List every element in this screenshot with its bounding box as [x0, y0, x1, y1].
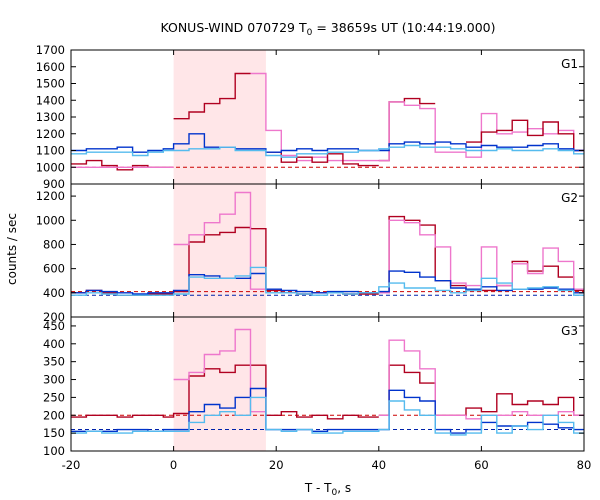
series-line-light-blue [71, 144, 584, 158]
y-tick-label: 1700 [36, 43, 65, 57]
y-tick-label: 400 [43, 286, 65, 300]
y-tick-label: 200 [43, 310, 65, 324]
y-tick-label: 600 [43, 262, 65, 276]
x-tick-label: 60 [474, 458, 489, 472]
series-line-pink [378, 339, 584, 420]
plot-area: 90010001100120013001400150016001700G1200… [36, 43, 592, 472]
series-line-pink [378, 101, 584, 162]
panel-label-g3: G3 [561, 324, 578, 338]
series-line-pink [250, 72, 379, 162]
panel-label-g1: G1 [561, 57, 578, 71]
y-tick-label: 900 [43, 177, 65, 191]
x-tick-label: 40 [371, 458, 386, 472]
y-tick-label: 1100 [36, 144, 65, 158]
series-line-light-blue [71, 396, 584, 436]
series-line-dark-red [466, 119, 584, 152]
x-tick-label: 0 [170, 458, 177, 472]
series-line-dark-red [265, 151, 379, 167]
y-axis-title: counts / sec [5, 213, 19, 285]
x-axis-title: T - T0, s [304, 481, 351, 498]
y-tick-label: 1600 [36, 60, 65, 74]
series-line-dark-red [71, 364, 379, 420]
panel-frame-2 [70, 183, 585, 318]
series-line-pink [173, 191, 266, 290]
y-tick-label: 1000 [36, 213, 65, 227]
y-tick-label: 300 [43, 373, 65, 387]
y-tick-label: 1300 [36, 110, 65, 124]
x-tick-label: 80 [577, 458, 592, 472]
series-line-dark-red [173, 72, 251, 120]
x-tick-label: -20 [62, 458, 81, 472]
y-tick-label: 350 [43, 355, 65, 369]
y-tick-label: 450 [43, 319, 65, 333]
y-tick-label: 150 [43, 426, 65, 440]
panel-frame-1 [70, 49, 585, 185]
y-tick-label: 200 [43, 408, 65, 422]
y-tick-label: 100 [43, 444, 65, 458]
y-tick-label: 250 [43, 390, 65, 404]
y-tick-label: 800 [43, 237, 65, 251]
series-line-dark-red [71, 159, 174, 171]
series-line-dark-red [378, 364, 584, 416]
highlight-band-1 [173, 50, 266, 184]
series-line-pink [173, 328, 266, 413]
panel-frame-3 [70, 316, 585, 452]
y-tick-label: 1400 [36, 93, 65, 107]
y-tick-label: 400 [43, 337, 65, 351]
y-tick-label: 1500 [36, 77, 65, 91]
panel-label-g2: G2 [561, 191, 578, 205]
y-tick-label: 1200 [36, 189, 65, 203]
series-line-pink [378, 219, 584, 294]
highlight-band-2 [173, 184, 266, 317]
y-tick-label: 1200 [36, 127, 65, 141]
series-line-light-blue [71, 266, 584, 296]
chart-title: KONUS-WIND 070729 T0 = 38659s UT (10:44:… [160, 20, 495, 38]
series-line-blue [71, 387, 584, 434]
y-tick-label: 1000 [36, 160, 65, 174]
x-tick-label: 20 [269, 458, 284, 472]
